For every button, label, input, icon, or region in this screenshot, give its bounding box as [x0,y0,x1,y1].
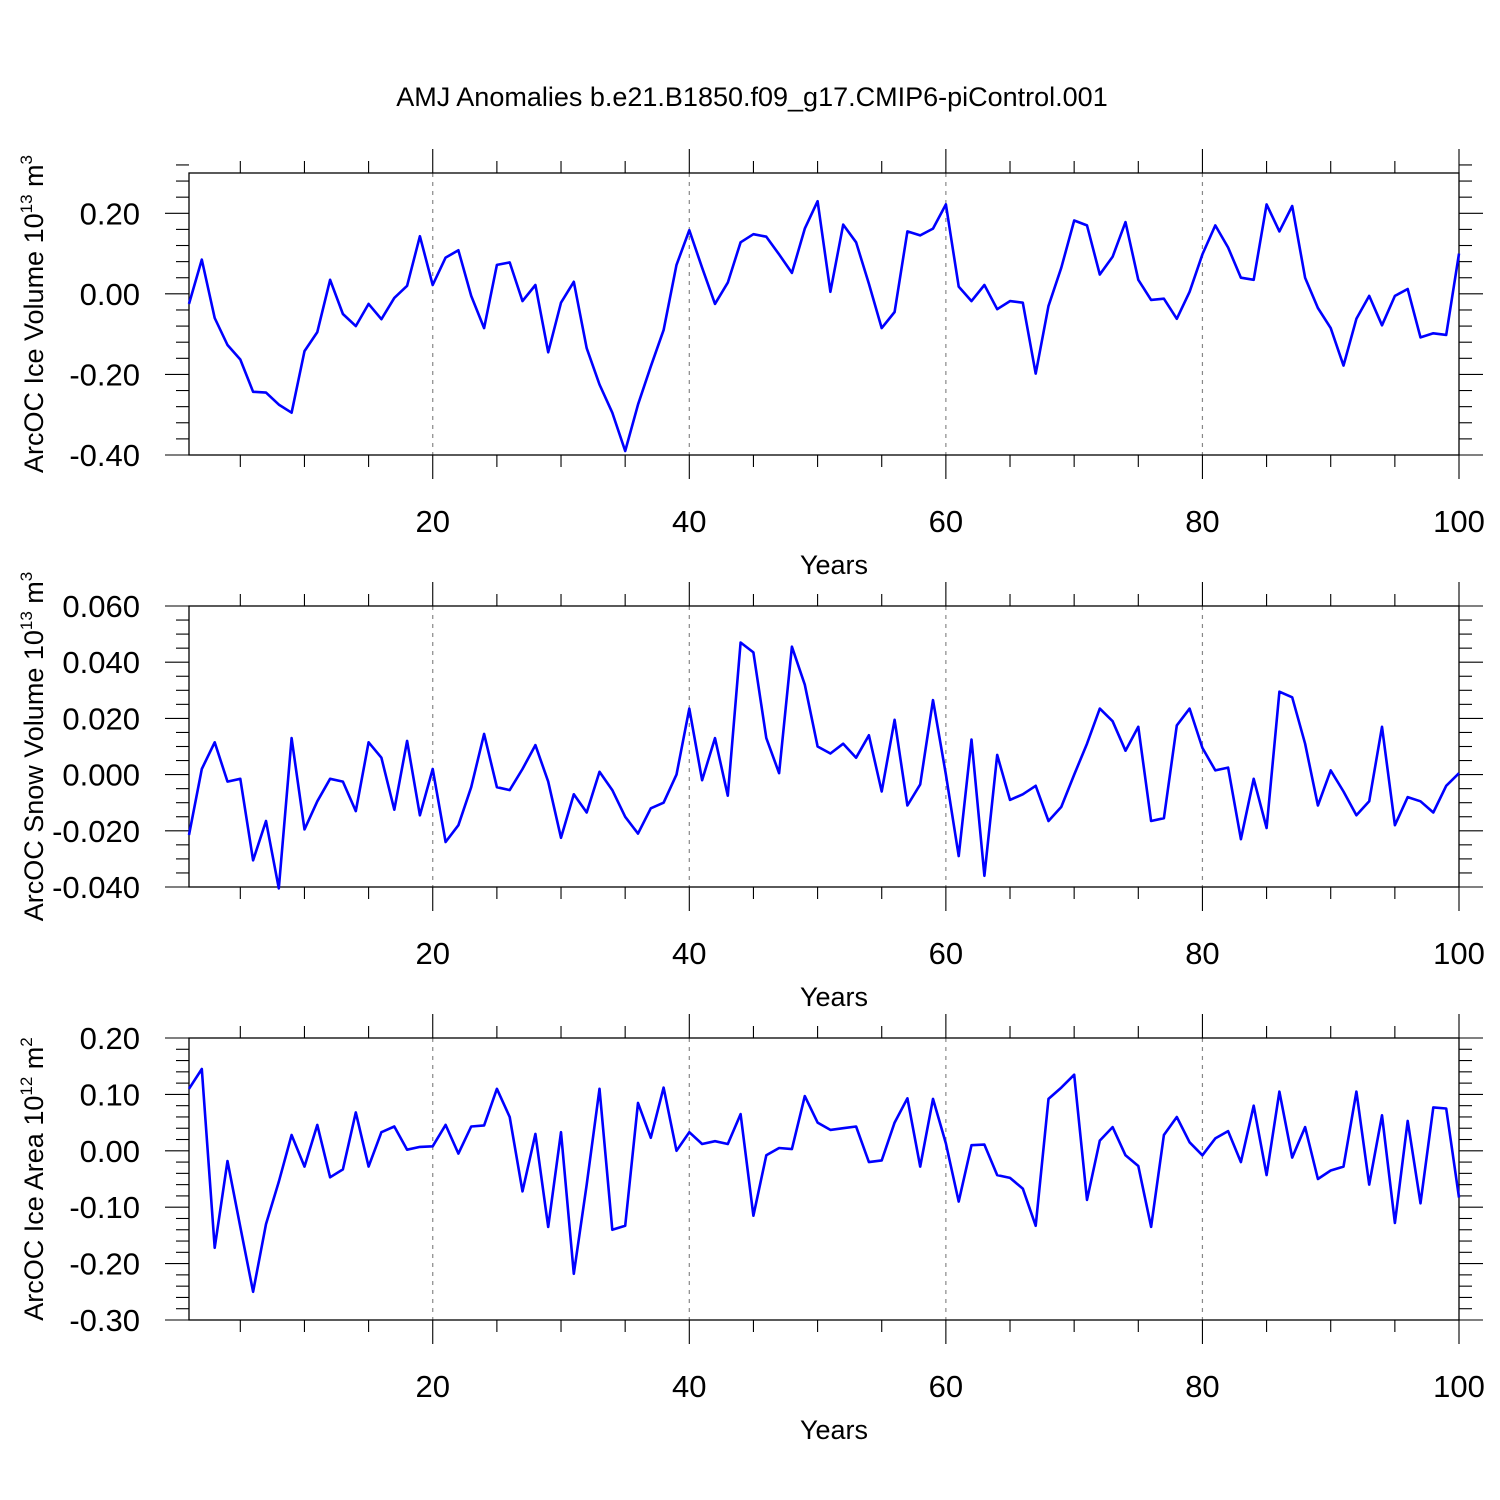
y-tick-label: -0.20 [69,357,140,392]
x-tick-label: 20 [415,504,449,539]
y-axis-label-unit-exponent: 2 [17,1037,36,1046]
plot-frame [188,172,1460,456]
x-tick-label: 80 [1185,504,1219,539]
x-tick-label: 60 [929,936,963,971]
y-tick-label: 0.040 [62,645,140,680]
plot-frame [188,1037,1460,1321]
x-tick-label: 40 [672,1369,706,1404]
y-axis-label-unit-exponent: 3 [17,572,36,581]
y-tick-label: -0.40 [69,438,140,473]
x-tick-label: 80 [1185,1369,1219,1404]
y-tick-label: 0.00 [80,277,140,312]
y-axis-label: ArcOC Snow Volume 1013 m3 [17,572,49,922]
y-tick-label: 0.020 [62,701,140,736]
x-tick-label: 80 [1185,936,1219,971]
x-tick-label: 100 [1433,936,1485,971]
y-tick-label: 0.000 [62,758,140,793]
y-tick-label: -0.040 [52,870,140,905]
chart-panels: -0.40 -0.20 0.00 0.20 20 40 60 80 100 Years ArcOC … [17,149,1485,1445]
y-tick-label: -0.30 [69,1303,140,1338]
y-tick-label: -0.020 [52,814,140,849]
y-axis-label-exponent: 12 [17,1077,36,1096]
y-tick-label: 0.060 [62,589,140,624]
y-axis-label-exponent: 13 [17,194,36,213]
y-tick-label: 0.10 [80,1077,140,1112]
y-tick-label: -0.10 [69,1190,140,1225]
chart-panel-2: -0.040 -0.020 0.000 0.020 0.040 0.060 20 40 60 80… [17,572,1485,1012]
series-line [187,641,1460,890]
y-axis-label-base: ArcOC Snow Volume 10 [19,630,49,921]
y-tick-label: 0.20 [80,1021,140,1056]
y-axis-label-base: ArcOC Ice Area 10 [19,1096,49,1321]
y-tick-label: -0.20 [69,1247,140,1282]
x-tick-label: 20 [415,936,449,971]
y-axis-label: ArcOC Ice Area 1012 m2 [17,1037,49,1321]
x-axis-label: Years [800,982,868,1012]
x-tick-label: 100 [1433,504,1485,539]
x-tick-label: 100 [1433,1369,1485,1404]
series-line [187,199,1461,453]
x-axis-label: Years [800,1415,868,1445]
y-axis-label-exponent: 13 [17,611,36,630]
y-axis-label: ArcOC Ice Volume 1013 m3 [17,155,49,473]
y-tick-label: 0.00 [80,1134,140,1169]
x-tick-label: 20 [415,1369,449,1404]
y-axis-label-unit: m [19,164,49,194]
y-tick-label: 0.20 [80,196,140,231]
y-axis-label-unit-exponent: 3 [17,155,36,164]
x-axis-label: Years [800,550,868,580]
y-axis-label-unit: m [19,581,49,611]
figure-title: AMJ Anomalies b.e21.B1850.f09_g17.CMIP6-… [396,82,1107,112]
chart-panel-1: -0.40 -0.20 0.00 0.20 20 40 60 80 100 Years ArcOC … [17,149,1485,580]
x-tick-label: 40 [672,504,706,539]
x-tick-label: 60 [929,1369,963,1404]
x-tick-label: 60 [929,504,963,539]
series-line [187,1067,1461,1294]
x-tick-label: 40 [672,936,706,971]
y-axis-label-unit: m [19,1047,49,1077]
y-axis-label-base: ArcOC Ice Volume 10 [19,213,49,473]
chart-panel-3: -0.30 -0.20 -0.10 0.00 0.10 0.20 20 40 60 80 100 Ye… [17,1014,1485,1445]
